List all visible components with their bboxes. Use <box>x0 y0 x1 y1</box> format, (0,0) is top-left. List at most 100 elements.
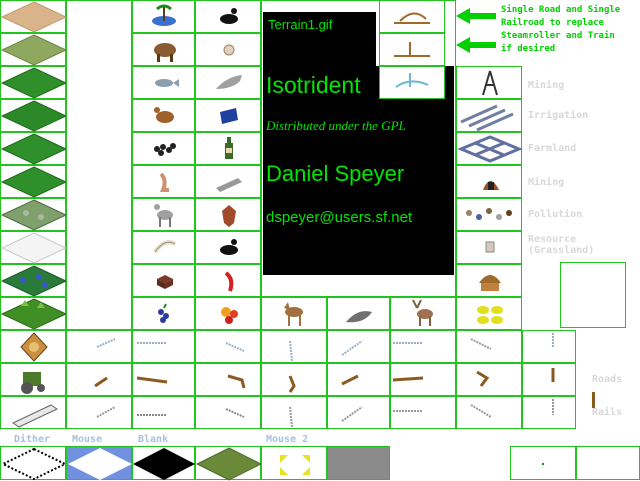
plains-tile <box>0 34 68 66</box>
rail-icon <box>341 374 359 386</box>
road-icon <box>96 338 116 348</box>
road-e-cell <box>132 330 195 363</box>
rail-icon <box>476 370 490 387</box>
rail-e4-cell <box>390 363 456 396</box>
grass-sample-cell <box>195 446 263 481</box>
empty-bottom-cell-2 <box>576 446 640 480</box>
fortress-cell <box>0 330 66 363</box>
mouse-cursor-icon <box>280 455 310 475</box>
mine-icon <box>483 181 499 190</box>
tile-swamp-cell <box>0 264 68 297</box>
road-h1-cell <box>522 330 576 363</box>
seal-icon <box>346 311 372 323</box>
gray-sample-cell <box>327 446 390 480</box>
fruit-icon <box>221 307 238 324</box>
tundra-tile <box>0 199 68 231</box>
rail-e2-cell <box>261 363 327 396</box>
furs-icon <box>222 205 236 227</box>
rail-h1-cell <box>522 363 576 396</box>
tile-tundra-cell <box>0 198 68 231</box>
tile-plains-cell <box>0 33 68 66</box>
pheasant-icon <box>154 107 174 123</box>
hills-tile <box>0 133 68 165</box>
oil-icon <box>220 239 238 255</box>
author-name: Daniel Speyer <box>266 161 405 186</box>
buffalo-icon <box>154 43 176 62</box>
oil-alt-cell <box>195 231 261 264</box>
tile-forest-cell <box>0 99 68 132</box>
iron-icon <box>216 178 242 192</box>
label-dither: Dither <box>14 434 51 445</box>
rail-e3-cell <box>327 363 390 396</box>
road-icon <box>225 408 245 418</box>
label-roads: Roads <box>592 374 623 385</box>
horse-icon <box>284 302 303 326</box>
label-farmland: Farmland <box>528 143 577 154</box>
rail-end-mark <box>592 392 595 408</box>
column-b-cell <box>66 0 132 330</box>
road-icon <box>470 338 492 350</box>
road-icon <box>96 406 116 418</box>
road-icon <box>341 406 363 422</box>
tile-arctic-cell <box>0 231 68 264</box>
peat-icon <box>159 172 169 192</box>
resource-icon <box>485 241 495 253</box>
river-mouth-cell <box>456 297 522 330</box>
arrow-icon <box>456 37 496 53</box>
rail-icon <box>551 368 555 382</box>
road-icon <box>289 340 293 362</box>
oasis-icon <box>152 4 176 26</box>
road-icon <box>137 414 167 416</box>
road-alt-cell <box>66 396 132 429</box>
swamp-tile <box>0 265 68 297</box>
fortress-icon <box>20 332 48 362</box>
road-e3-cell <box>327 330 390 363</box>
irrigation-icon <box>460 104 514 132</box>
peat-cell <box>132 165 195 198</box>
rail-e-cell <box>132 363 195 396</box>
road-e4-cell <box>390 330 456 363</box>
empty-box-cell <box>560 262 626 328</box>
road-e6-cell <box>327 396 390 429</box>
coal-cell <box>132 132 195 165</box>
silk-icon <box>220 108 238 124</box>
road-icon <box>289 406 293 428</box>
road-e5-cell <box>261 396 327 429</box>
wine-cell <box>195 132 261 165</box>
road-icon <box>137 342 167 344</box>
sheet-filename: Terrain1.gif <box>268 17 333 32</box>
tile-jungle-dense-cell <box>0 297 68 330</box>
stag-cell <box>390 297 456 330</box>
road-se-alt-cell <box>195 396 261 429</box>
irrigation-icon <box>395 73 429 88</box>
rail-icon <box>94 376 108 388</box>
label-mining-2: Mining <box>528 177 565 188</box>
oil-cell <box>195 0 261 33</box>
road-se-cell <box>195 330 261 363</box>
tile-desert-cell <box>0 0 68 33</box>
road-icon <box>394 12 430 24</box>
spices-cell <box>195 264 261 297</box>
road-e-alt-cell <box>132 396 195 429</box>
single-rail-cell <box>379 33 445 66</box>
mine-hut-cell <box>456 165 522 198</box>
blank-tile <box>133 448 195 480</box>
blank-cell <box>132 446 195 480</box>
mine-icon <box>482 70 498 96</box>
road-icon <box>470 404 492 418</box>
dither-tile <box>0 447 68 481</box>
pollution-icon <box>466 208 512 220</box>
tileset-title: Isotrident <box>266 72 361 98</box>
mine-cell <box>456 66 522 99</box>
tile-grassland-cell <box>0 66 68 99</box>
furs-cell <box>195 198 261 231</box>
road-e7-cell <box>390 396 456 429</box>
road-n-cell <box>456 330 522 363</box>
road-e2-cell <box>261 330 327 363</box>
author-email: dspeyer@users.sf.net <box>266 209 413 226</box>
fruit-icon <box>158 303 169 323</box>
farmland-icon <box>457 135 523 163</box>
fruit-cell <box>132 297 195 330</box>
deer-icon <box>154 204 173 227</box>
train-icon <box>11 404 59 428</box>
